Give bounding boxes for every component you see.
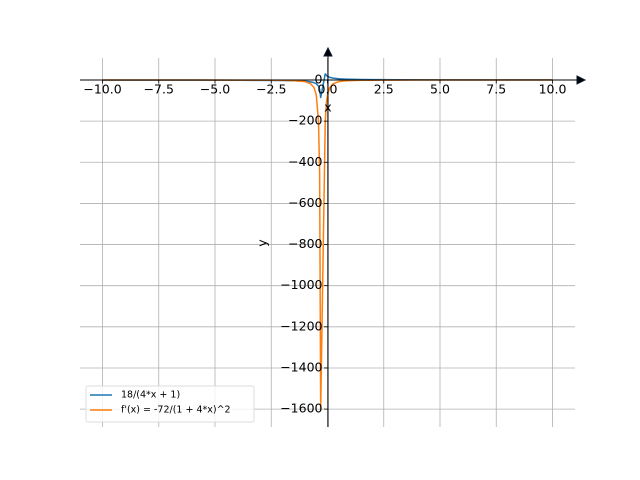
x-tick-label: 2.5 — [374, 82, 394, 97]
y-tick-label: −1200 — [280, 318, 322, 333]
x-tick-label: 5.0 — [430, 82, 450, 97]
y-axis-label: y — [255, 239, 270, 247]
x-tick-label: −5.0 — [200, 82, 230, 97]
y-axis-arrow — [323, 46, 333, 57]
x-tick-label: 7.5 — [486, 82, 506, 97]
y-tick-label: −400 — [288, 154, 322, 169]
y-tick-label: −1600 — [280, 401, 322, 416]
y-tick-label: −200 — [288, 113, 322, 128]
y-tick-label: −1400 — [280, 359, 322, 374]
legend-label: f'(x) = -72/(1 + 4*x)^2 — [121, 405, 231, 416]
legend-box — [85, 385, 255, 423]
x-tick-label: 0.0 — [318, 82, 338, 97]
ticks: −10.0 −7.5 −5.0 −2.5 0.0 2.5 5.0 7.5 10.0 −1600 −1… — [83, 72, 566, 416]
x-axis-label: x — [324, 100, 331, 115]
y-tick-label: −600 — [288, 195, 322, 210]
y-tick-label: −800 — [288, 236, 322, 251]
legend: 18/(4*x + 1) f'(x) = -72/(1 + 4*x)^2 — [85, 385, 255, 423]
x-axis-arrow — [576, 75, 587, 85]
x-tick-label: −2.5 — [256, 82, 286, 97]
y-tick-label: 0 — [315, 72, 323, 87]
x-tick-label: −10.0 — [83, 82, 121, 97]
x-tick-label: −7.5 — [144, 82, 174, 97]
y-tick-label: −1000 — [280, 277, 322, 292]
x-tick-label: 10.0 — [539, 82, 567, 97]
legend-label: 18/(4*x + 1) — [121, 390, 180, 401]
